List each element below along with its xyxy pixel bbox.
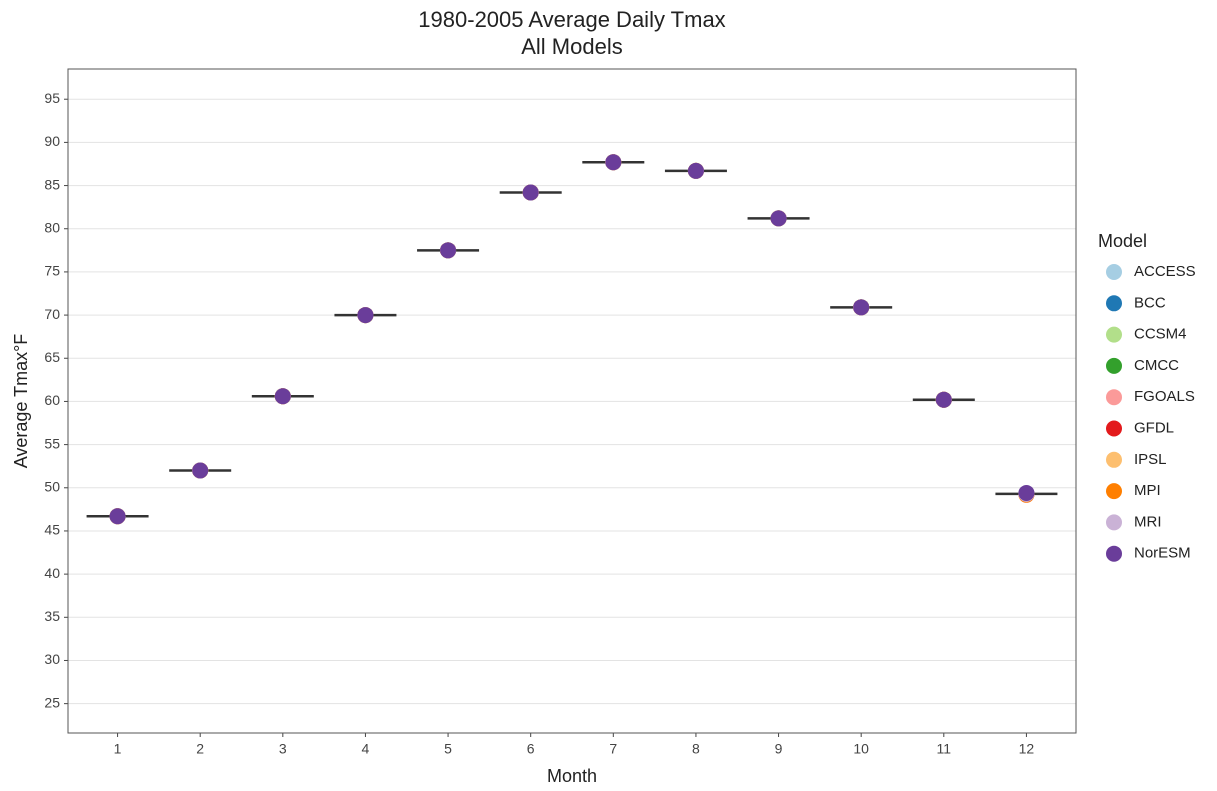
legend-label: MRI bbox=[1134, 513, 1162, 530]
data-point bbox=[192, 462, 209, 479]
x-tick-label: 7 bbox=[609, 741, 617, 757]
x-tick-label: 8 bbox=[692, 741, 700, 757]
chart-title: 1980-2005 Average Daily Tmax bbox=[418, 7, 725, 32]
y-tick-label: 45 bbox=[44, 522, 60, 538]
data-point bbox=[522, 184, 539, 201]
plot-border bbox=[67, 68, 1077, 734]
legend-label: MPI bbox=[1134, 482, 1161, 499]
data-point bbox=[109, 508, 126, 525]
y-tick-label: 35 bbox=[44, 608, 60, 624]
x-tick-label: 4 bbox=[362, 741, 370, 757]
y-tick-label: 55 bbox=[44, 435, 60, 451]
x-axis-label: Month bbox=[547, 766, 597, 786]
y-tick-label: 80 bbox=[44, 219, 60, 235]
x-tick-label: 10 bbox=[853, 741, 869, 757]
y-tick-label: 70 bbox=[44, 306, 60, 322]
y-tick-label: 40 bbox=[44, 565, 60, 581]
legend-swatch bbox=[1106, 389, 1122, 406]
y-tick-label: 90 bbox=[44, 133, 60, 149]
y-tick-label: 65 bbox=[44, 349, 60, 365]
data-point bbox=[935, 391, 952, 408]
legend-swatch bbox=[1106, 545, 1122, 562]
data-point bbox=[853, 299, 870, 316]
data-point bbox=[1018, 484, 1035, 501]
x-tick-label: 3 bbox=[279, 741, 287, 757]
y-axis-label: Average Tmax°F bbox=[11, 334, 31, 469]
data-point bbox=[605, 154, 622, 171]
legend-swatch bbox=[1106, 514, 1122, 531]
data-point bbox=[770, 210, 787, 227]
legend-label: IPSL bbox=[1134, 451, 1167, 468]
legend-swatch bbox=[1106, 326, 1122, 343]
legend-label: NorESM bbox=[1134, 545, 1191, 562]
y-tick-label: 75 bbox=[44, 263, 60, 279]
x-tick-label: 6 bbox=[527, 741, 535, 757]
legend-label: CCSM4 bbox=[1134, 326, 1187, 343]
x-tick-label: 5 bbox=[444, 741, 452, 757]
legend-label: FGOALS bbox=[1134, 388, 1195, 405]
legend-title: Model bbox=[1098, 231, 1147, 251]
legend-swatch bbox=[1106, 483, 1122, 500]
legend-swatch bbox=[1106, 264, 1122, 280]
y-tick-label: 85 bbox=[44, 176, 60, 192]
data-point bbox=[440, 242, 457, 259]
data-point bbox=[274, 388, 291, 405]
x-tick-label: 1 bbox=[114, 741, 122, 757]
legend-swatch bbox=[1106, 357, 1122, 374]
legend-label: BCC bbox=[1134, 294, 1166, 311]
x-tick-label: 11 bbox=[937, 741, 952, 757]
y-tick-label: 25 bbox=[44, 694, 60, 710]
y-tick-label: 95 bbox=[44, 90, 60, 106]
legend-swatch bbox=[1106, 451, 1122, 468]
legend-label: CMCC bbox=[1134, 357, 1179, 374]
y-tick-label: 30 bbox=[44, 651, 60, 667]
x-tick-label: 9 bbox=[775, 741, 783, 757]
data-point bbox=[357, 307, 374, 324]
y-tick-label: 50 bbox=[44, 478, 60, 494]
legend-swatch bbox=[1106, 295, 1122, 312]
chart-subtitle: All Models bbox=[521, 34, 622, 59]
x-tick-label: 12 bbox=[1019, 741, 1035, 757]
x-tick-label: 2 bbox=[196, 741, 204, 757]
legend-label: ACCESS bbox=[1134, 263, 1196, 280]
data-point bbox=[687, 162, 704, 179]
legend-label: GFDL bbox=[1134, 419, 1174, 436]
y-tick-label: 60 bbox=[44, 392, 60, 408]
legend-swatch bbox=[1106, 420, 1122, 437]
